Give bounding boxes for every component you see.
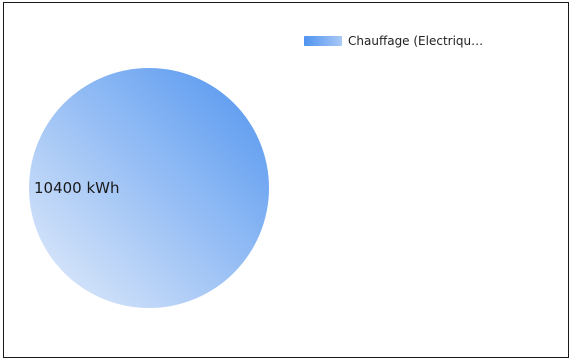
legend-swatch [304, 36, 342, 46]
pie-data-label-0: 10400 kWh [34, 179, 120, 197]
legend-entry-label: Chauffage (Electriqu… [348, 34, 484, 48]
pie-slice-0 [29, 68, 269, 308]
pie-data-labels: 10400 kWh [34, 179, 120, 197]
pie-slices [29, 68, 269, 308]
legend: Chauffage (Electriqu… [304, 33, 483, 49]
